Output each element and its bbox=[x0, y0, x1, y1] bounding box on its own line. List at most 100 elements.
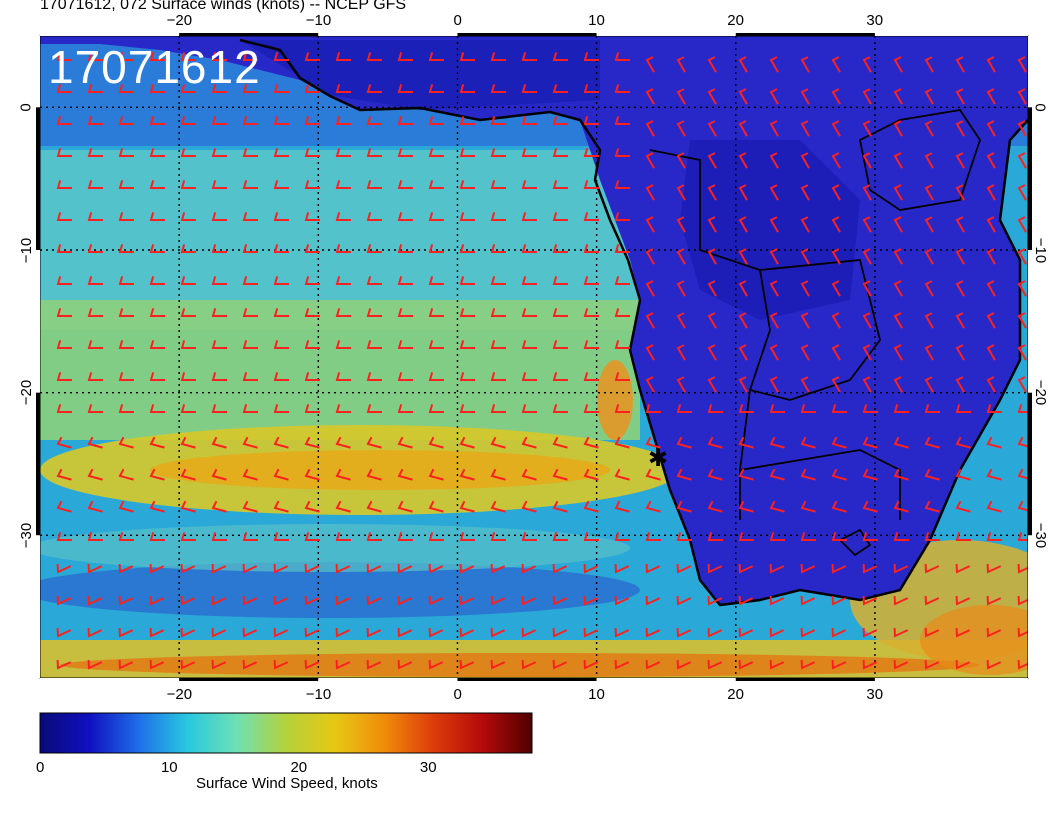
axis-bar-segment bbox=[1028, 250, 1032, 393]
wind-barb bbox=[180, 532, 196, 541]
wind-barb bbox=[769, 404, 785, 413]
wind-barb bbox=[552, 212, 568, 221]
wind-barb bbox=[614, 52, 630, 61]
wind-barb bbox=[831, 468, 847, 481]
wind-barb bbox=[521, 276, 537, 285]
wind-barb bbox=[211, 500, 227, 513]
wind-barb bbox=[366, 116, 382, 125]
wind-barb bbox=[769, 436, 785, 449]
lon-tick-label-top: 30 bbox=[866, 12, 884, 29]
wind-barb bbox=[242, 595, 258, 606]
wind-barb bbox=[893, 436, 909, 449]
wind-barb bbox=[738, 184, 748, 201]
wind-barb bbox=[428, 148, 444, 157]
wind-barb bbox=[521, 116, 537, 125]
wind-barb bbox=[211, 276, 227, 285]
wind-barb bbox=[56, 340, 72, 349]
wind-barb bbox=[273, 468, 289, 481]
wind-barb bbox=[893, 627, 909, 638]
wind-barb bbox=[304, 372, 320, 381]
wind-barb bbox=[335, 532, 351, 541]
lon-tick-label-bottom: 10 bbox=[588, 686, 605, 703]
wind-barb bbox=[304, 563, 320, 574]
wind-barb bbox=[118, 52, 134, 61]
wind-barb bbox=[1017, 404, 1028, 413]
wind-barb bbox=[986, 532, 1002, 541]
wind-barb bbox=[397, 532, 413, 541]
wind-barb bbox=[1017, 120, 1027, 137]
wind-barb bbox=[490, 212, 506, 221]
wind-barb bbox=[862, 216, 872, 233]
wind-barb bbox=[56, 116, 72, 125]
wind-barb bbox=[614, 659, 630, 670]
wind-barb bbox=[180, 659, 196, 670]
wind-barb bbox=[459, 595, 475, 606]
wind-barb bbox=[986, 280, 996, 297]
wind-barb bbox=[335, 595, 351, 606]
wind-barb bbox=[87, 212, 103, 221]
wind-barb bbox=[242, 116, 258, 125]
wind-barb bbox=[800, 436, 816, 449]
wind-barb bbox=[645, 595, 661, 606]
wind-barb bbox=[862, 404, 878, 413]
wind-barb bbox=[335, 627, 351, 638]
wind-barb bbox=[614, 468, 630, 481]
wind-barb bbox=[645, 312, 655, 329]
wind-barb bbox=[397, 276, 413, 285]
wind-barb bbox=[1017, 88, 1027, 105]
wind-barb bbox=[614, 436, 630, 449]
wind-barb bbox=[180, 595, 196, 606]
wind-barb bbox=[366, 563, 382, 574]
wind-barb bbox=[459, 563, 475, 574]
axis-bar-segment bbox=[40, 678, 180, 681]
wind-barb bbox=[149, 52, 165, 61]
lon-tick-label-bottom: −10 bbox=[305, 686, 332, 703]
wind-barb bbox=[211, 84, 227, 93]
wind-barb bbox=[459, 308, 475, 317]
wind-barb bbox=[521, 52, 537, 61]
wind-barb bbox=[521, 180, 537, 189]
wind-barb bbox=[893, 563, 909, 574]
wind-barb bbox=[862, 500, 878, 513]
wind-barb bbox=[87, 436, 103, 449]
wind-barb bbox=[645, 627, 661, 638]
wind-barb bbox=[986, 595, 1002, 606]
wind-barb bbox=[428, 52, 444, 61]
lon-tick-label-top: −10 bbox=[305, 12, 332, 29]
station-marker[interactable]: ✱ bbox=[648, 445, 668, 472]
wind-barb bbox=[180, 404, 196, 413]
wind-barb bbox=[366, 84, 382, 93]
wind-barb bbox=[118, 436, 134, 449]
wind-barb bbox=[397, 148, 413, 157]
wind-barb bbox=[428, 116, 444, 125]
wind-barb bbox=[924, 376, 934, 393]
wind-barb bbox=[707, 404, 723, 413]
wind-barb bbox=[893, 184, 903, 201]
wind-barb bbox=[211, 468, 227, 481]
wind-barb bbox=[87, 595, 103, 606]
wind-barb bbox=[583, 84, 599, 93]
wind-barb bbox=[273, 627, 289, 638]
wind-barb bbox=[769, 595, 785, 606]
wind-barb bbox=[769, 184, 779, 201]
wind-barb bbox=[676, 312, 686, 329]
wind-barb bbox=[645, 376, 655, 393]
wind-barb bbox=[738, 216, 748, 233]
wind-barb bbox=[304, 276, 320, 285]
wind-barb bbox=[862, 659, 878, 670]
wind-barb bbox=[273, 372, 289, 381]
wind-barb bbox=[924, 120, 934, 137]
wind-barb bbox=[614, 212, 630, 221]
wind-barb bbox=[428, 340, 444, 349]
wind-barb bbox=[583, 244, 599, 253]
wind-barb bbox=[459, 52, 475, 61]
wind-barb bbox=[676, 120, 686, 137]
wind-barb bbox=[552, 436, 568, 449]
wind-barb bbox=[707, 595, 723, 606]
wind-barb bbox=[149, 659, 165, 670]
wind-barb bbox=[428, 404, 444, 413]
wind-barb bbox=[87, 116, 103, 125]
wind-barb bbox=[645, 184, 655, 201]
coastlines bbox=[239, 38, 1028, 607]
